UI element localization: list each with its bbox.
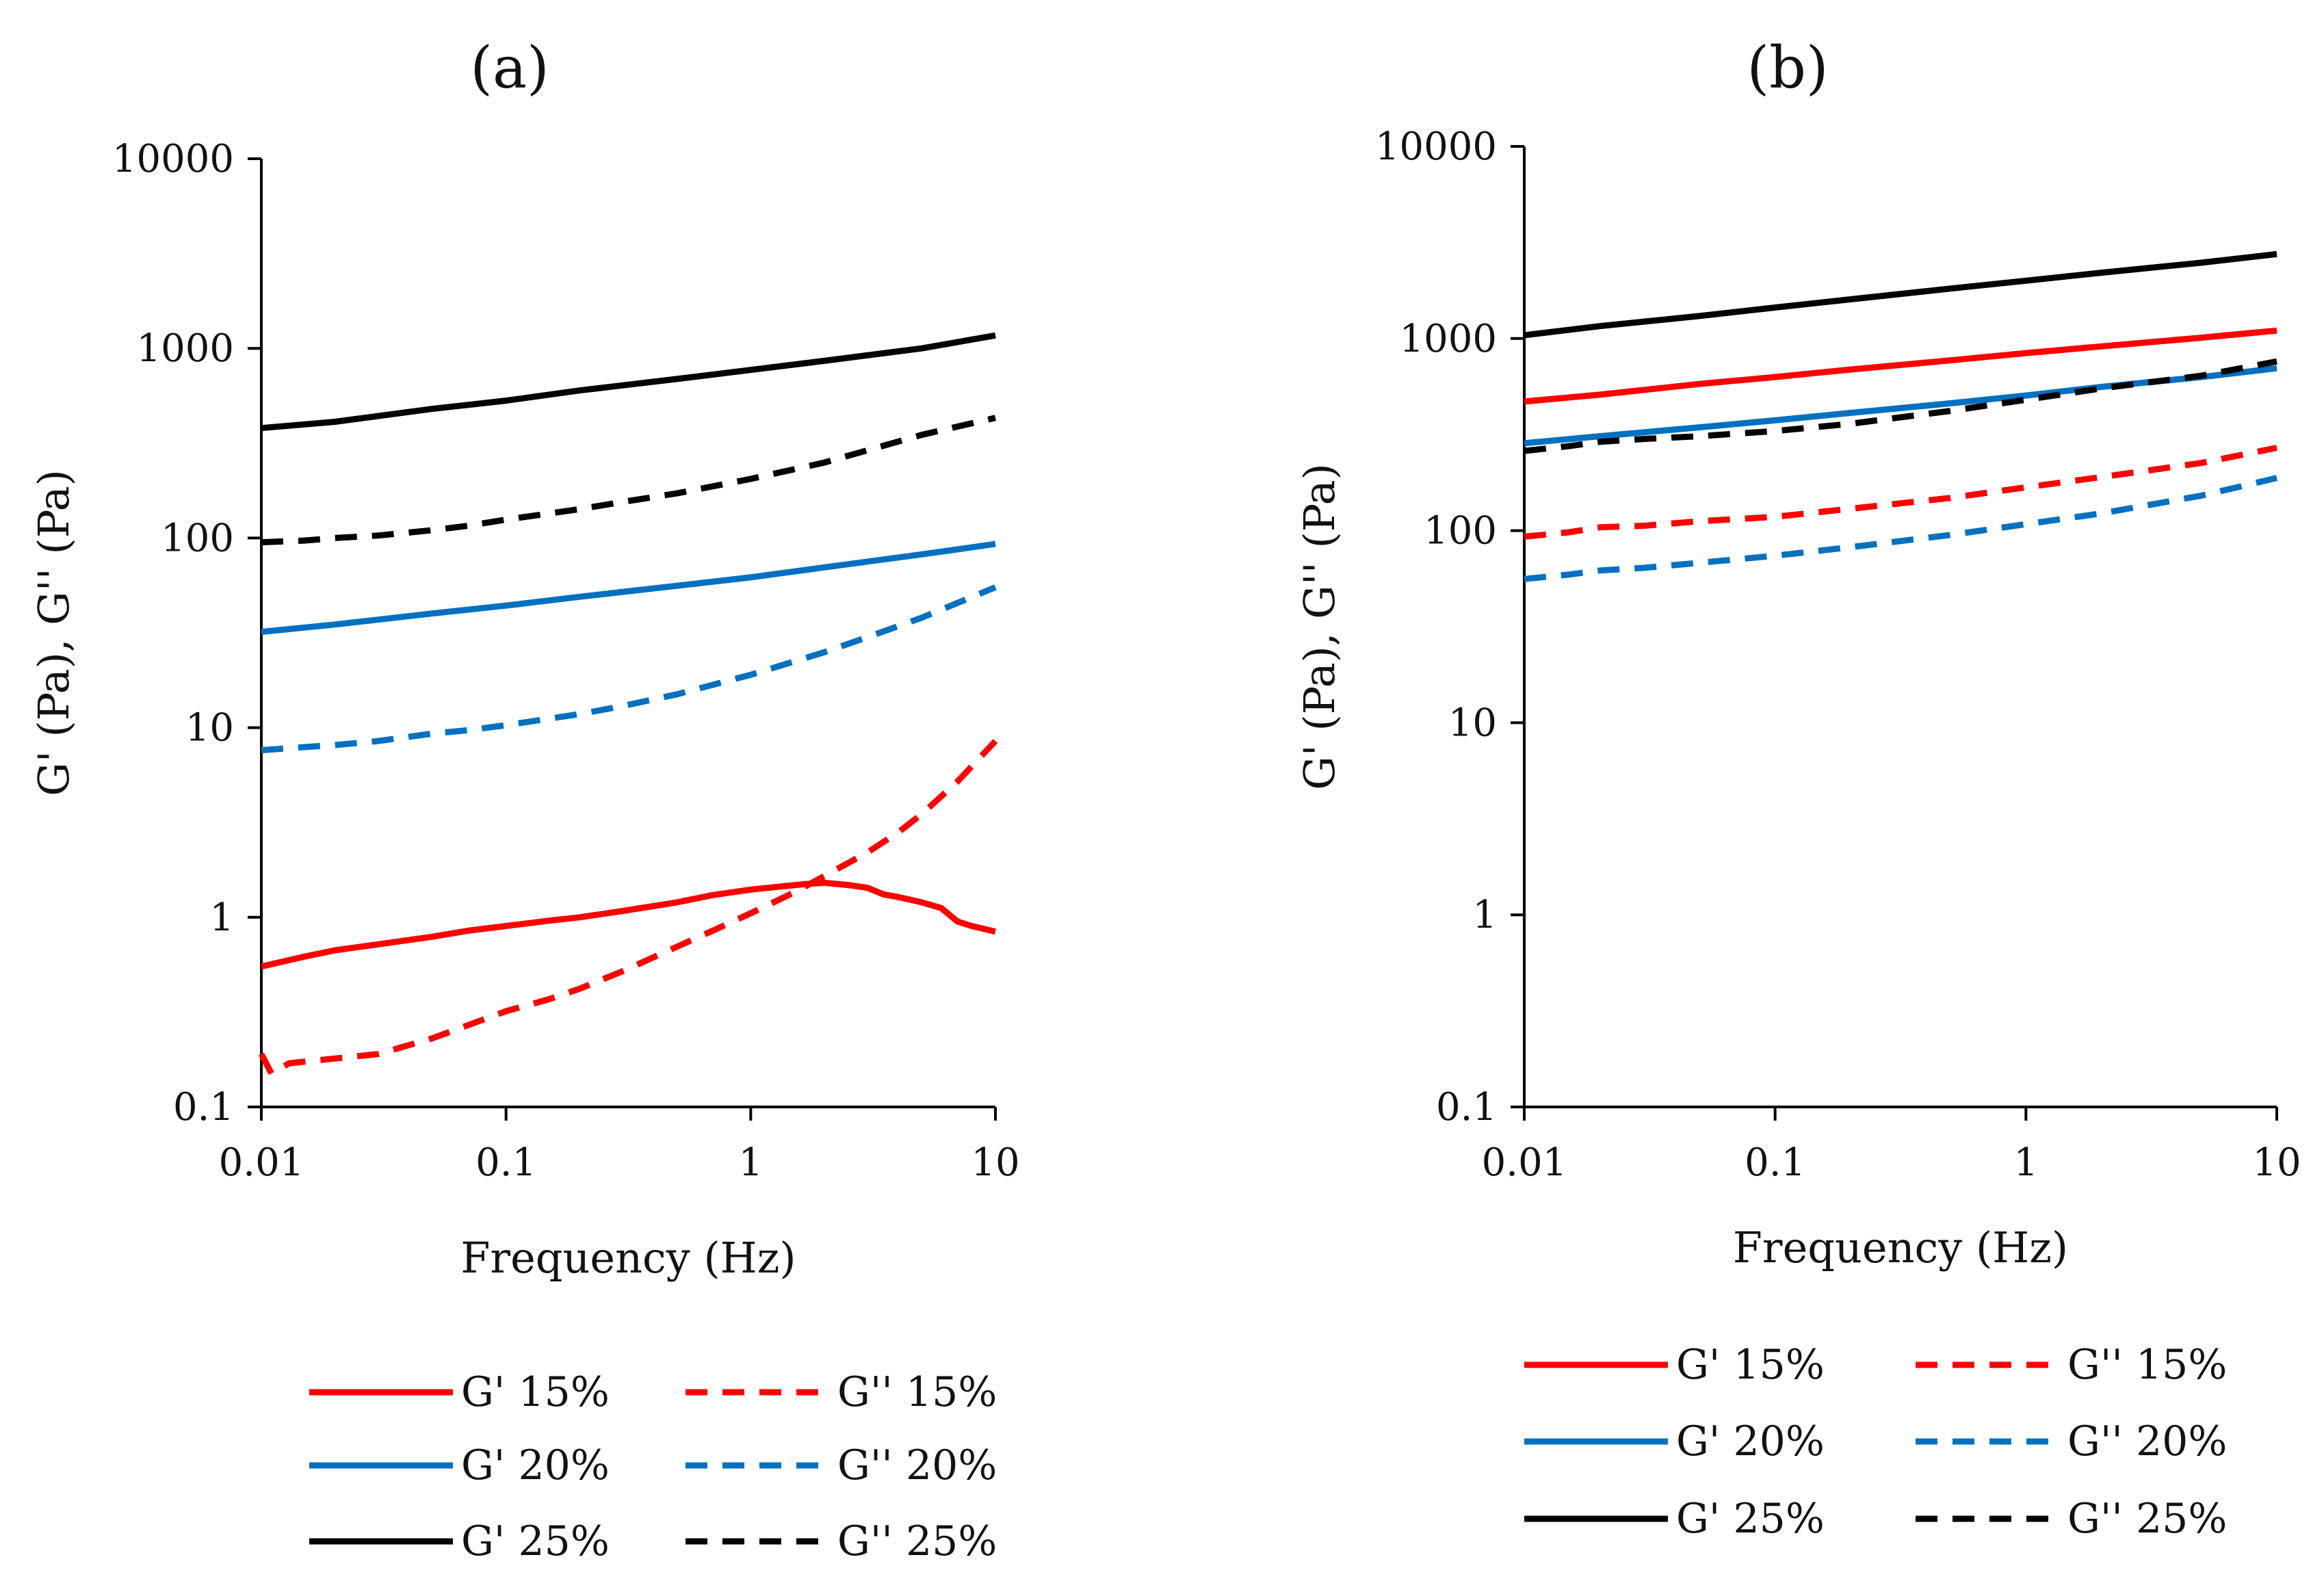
y-tick-label: 10 (1448, 701, 1497, 745)
series-line-ggp-15- (1524, 327, 2277, 405)
series-line-ggp-25- (1524, 250, 2277, 339)
x-tick-label: 10 (971, 1140, 1019, 1185)
panel-title: (a) (470, 34, 549, 101)
chart-panel-b: (b) 0.1 1 10 100 1000 10000 0.01 0.1 1 10 Frequency… (1294, 34, 2301, 1543)
y-axis-label: G' (Pa), G'' (Pa) (29, 469, 79, 796)
legend-label: G' 25% (1676, 1495, 1825, 1543)
legend-label: G' 15% (1676, 1341, 1825, 1389)
panel-title: (b) (1747, 34, 1828, 101)
legend-label: G'' 20% (837, 1441, 997, 1489)
series-line-ggpp-15- (259, 739, 998, 1077)
legend: G' 15% G'' 15% G' 20% G'' 20% G' 25% G'' 25% (309, 1368, 997, 1565)
x-tick-label: 1 (739, 1140, 763, 1185)
series-line-ggpp-25- (261, 415, 997, 546)
series-line-ggpp-15- (1524, 445, 2277, 540)
y-tick-label: 0.1 (173, 1085, 234, 1130)
y-tick-label: 1000 (1399, 317, 1497, 361)
y-tick-label: 10 (185, 706, 234, 751)
y-tick-label: 10000 (1375, 125, 1497, 169)
x-tick-label: 0.1 (1745, 1140, 1805, 1185)
y-axis-label: G' (Pa), G'' (Pa) (1294, 463, 1344, 790)
series-line-ggp-15- (260, 879, 997, 970)
y-tick-label: 1000 (136, 326, 234, 371)
chart-panel-a: (a) 0.1 1 10 100 1000 10000 0.01 0.1 1 10 Frequency… (29, 34, 1020, 1565)
y-tick-label: 100 (161, 516, 234, 560)
x-tick-label: 0.01 (219, 1140, 304, 1185)
x-tick-label: 0.01 (1482, 1140, 1567, 1185)
series-line-ggpp-25- (1524, 358, 2277, 454)
y-tick-label: 10000 (112, 137, 234, 181)
legend-label: G' 25% (461, 1517, 610, 1565)
series-line-ggpp-20- (261, 584, 997, 754)
legend-label: G'' 15% (837, 1368, 997, 1416)
legend-label: G' 20% (1676, 1418, 1825, 1465)
legend-label: G' 15% (461, 1368, 610, 1416)
series-line-ggpp-20- (1524, 475, 2278, 582)
legend-label: G'' 15% (2067, 1341, 2227, 1389)
x-axis-label: Frequency (Hz) (1733, 1223, 2068, 1273)
legend: G' 15% G'' 15% G' 20% G'' 20% G' 25% G'' 25% (1524, 1341, 2227, 1543)
series-line-ggp-25- (261, 332, 996, 432)
legend-label: G'' 20% (2067, 1418, 2227, 1465)
legend-label: G'' 25% (2067, 1495, 2227, 1543)
y-tick-label: 1 (209, 896, 234, 940)
y-tick-label: 100 (1424, 509, 1497, 553)
x-tick-label: 10 (2252, 1140, 2301, 1185)
x-axis-label: Frequency (Hz) (460, 1233, 796, 1283)
series-line-ggp-20- (261, 540, 996, 636)
y-tick-label: 1 (1472, 893, 1497, 937)
legend-label: G' 20% (461, 1441, 610, 1489)
x-tick-label: 0.1 (475, 1140, 536, 1185)
legend-label: G'' 25% (837, 1517, 997, 1565)
y-tick-label: 0.1 (1436, 1085, 1497, 1130)
x-tick-label: 1 (2014, 1140, 2039, 1185)
